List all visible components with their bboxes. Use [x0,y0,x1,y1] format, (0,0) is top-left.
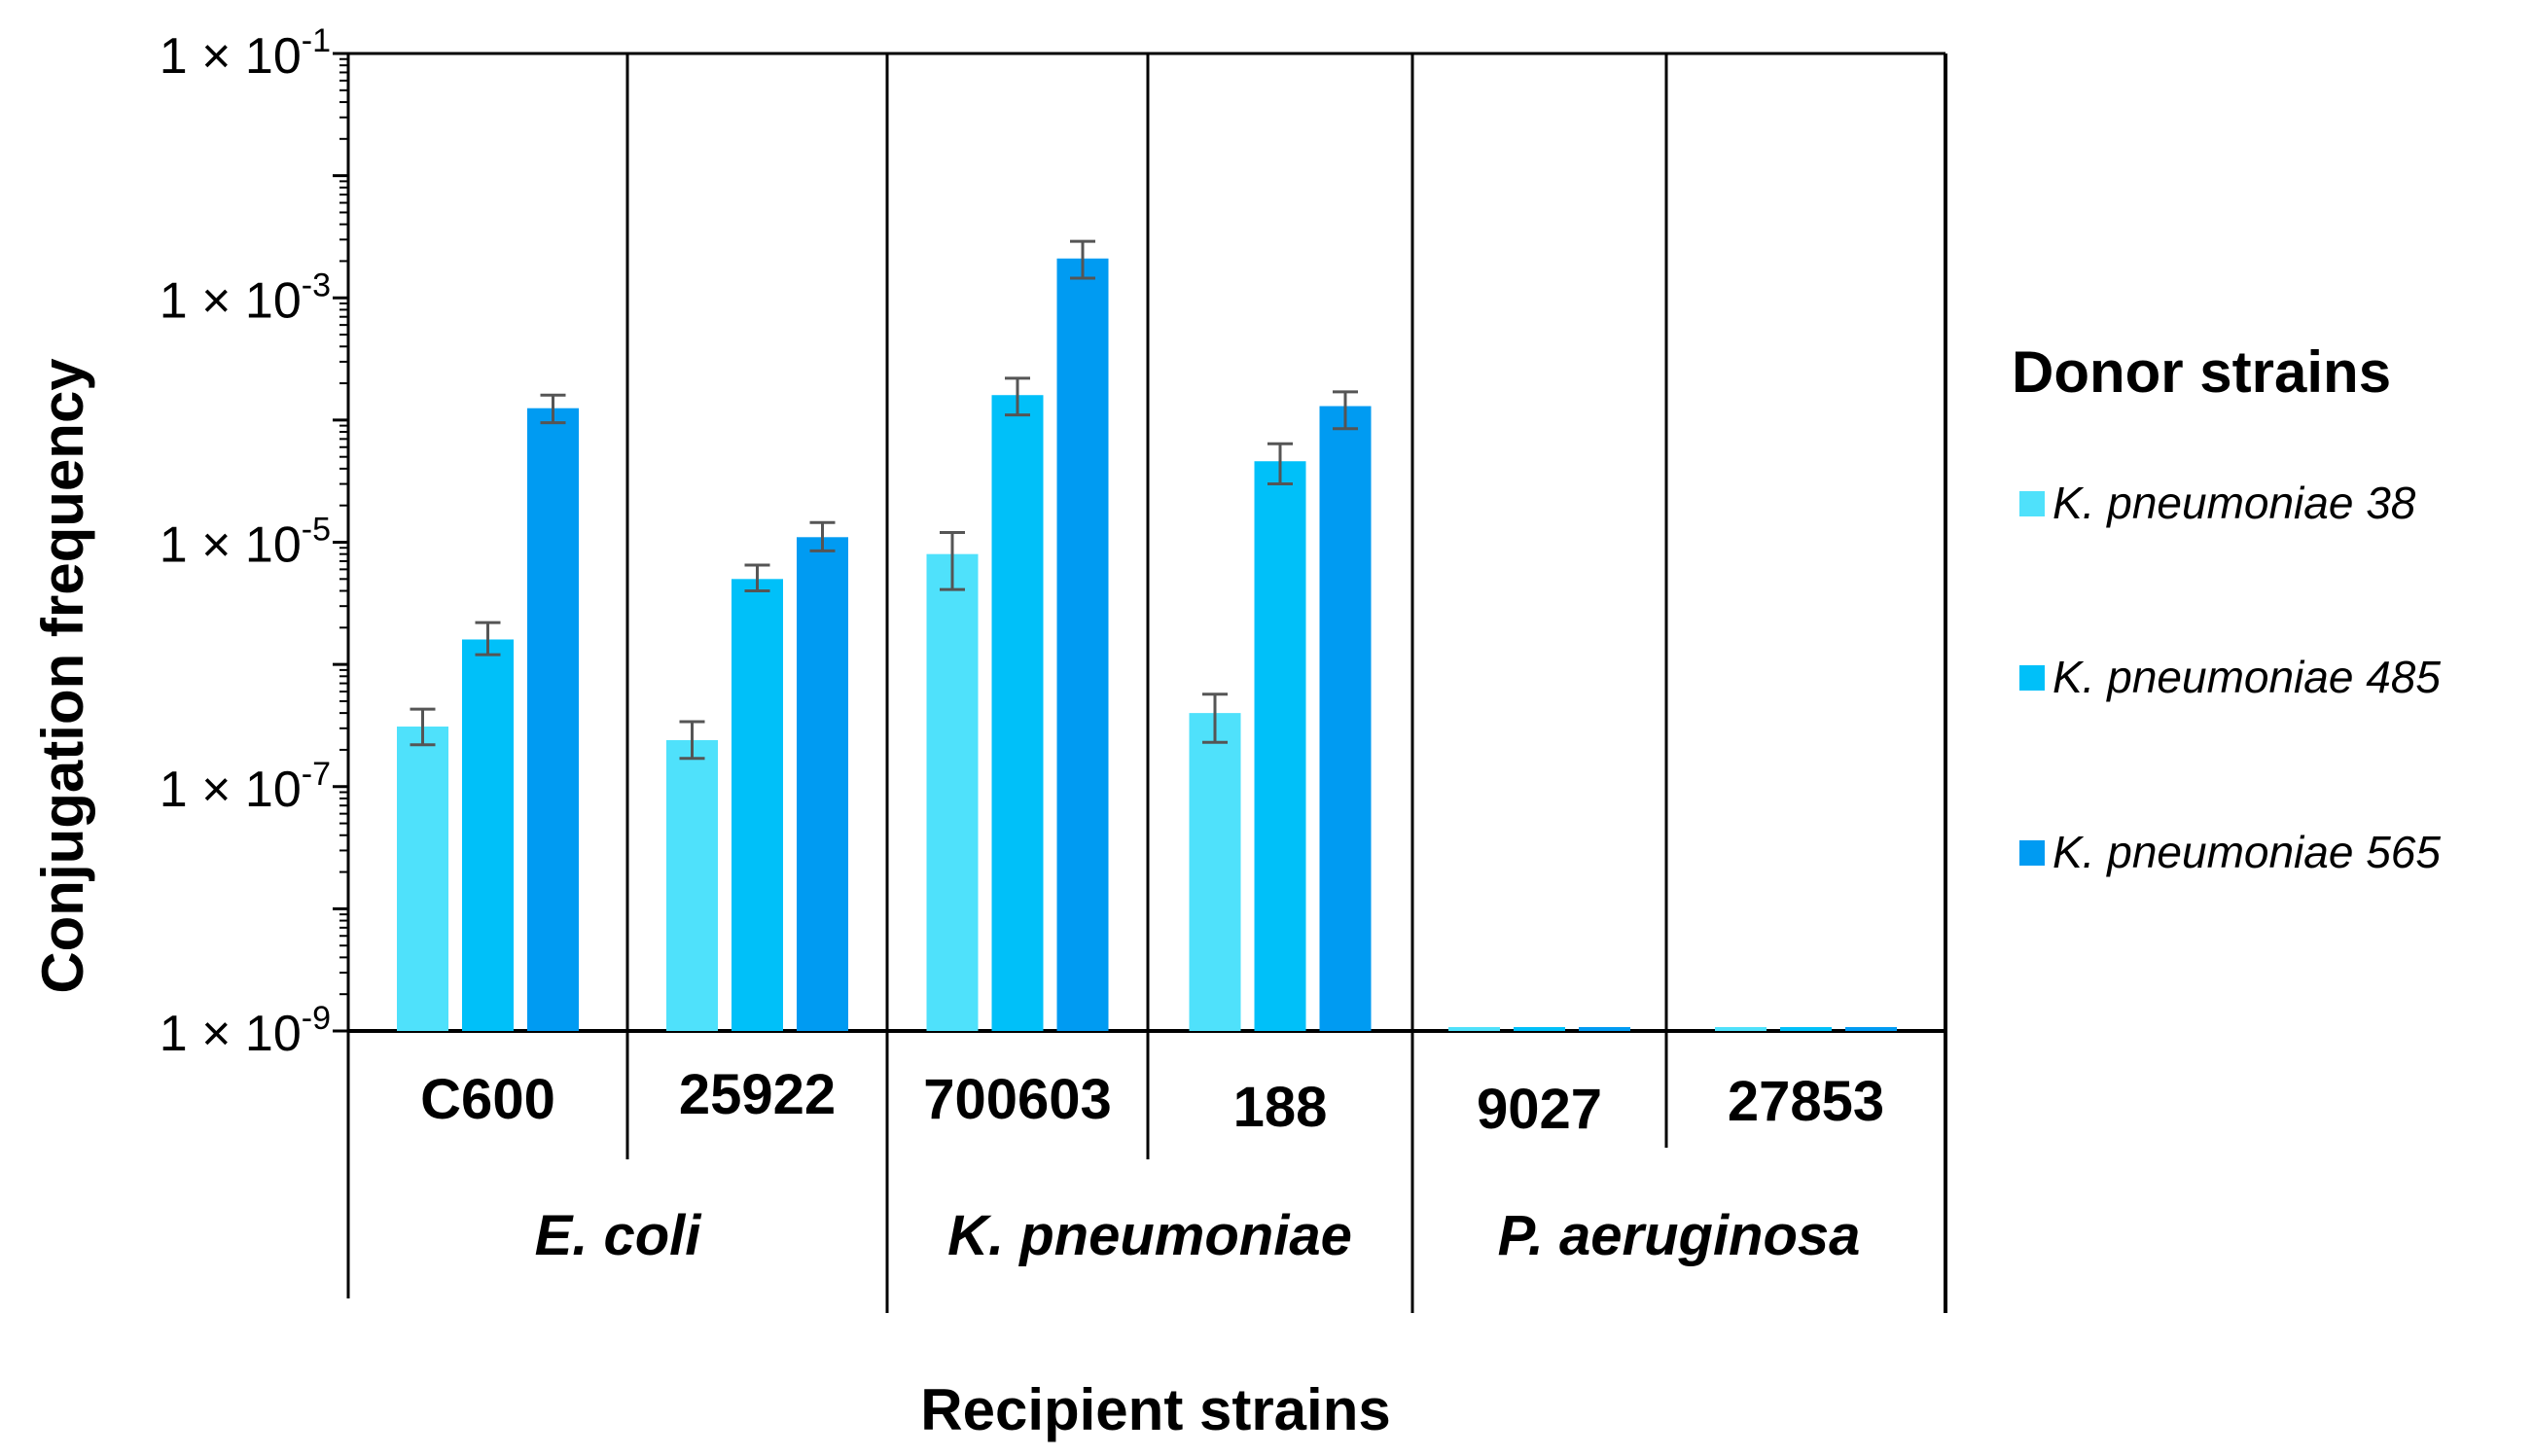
error-bar-188-series-3 [1333,390,1358,431]
y-tick-label: 1 × 10-3 [160,266,331,329]
bar-C600-series-3 [527,408,579,1031]
bar-700603-series-1 [926,553,979,1031]
legend-swatch [2019,840,2045,866]
y-tick-label: 1 × 10-9 [160,1000,331,1062]
x-tick-label-25922: 25922 [679,1063,836,1126]
group-label: E. coli [535,1204,703,1267]
error-bar-C600-series-2 [475,621,501,657]
x-tick-label-9027: 9027 [1477,1078,1602,1141]
x-axis-title: Recipient strains [920,1377,1391,1442]
bar-188-series-1 [1189,713,1241,1031]
error-bar-C600-series-1 [410,707,436,747]
y-tick-label: 1 × 10-7 [160,756,331,818]
x-tick-label-700603: 700603 [923,1068,1112,1131]
bar-25922-series-3 [797,537,848,1031]
bar-27853-series-1 [1715,1027,1767,1031]
x-tick-label-C600: C600 [420,1068,555,1131]
group-label: K. pneumoniae [947,1204,1352,1267]
bars [397,258,1897,1031]
legend-label: K. pneumoniae 565 [2052,827,2441,877]
bar-25922-series-1 [666,739,718,1031]
error-bar-700603-series-1 [940,531,965,591]
bar-9027-series-1 [1448,1027,1500,1031]
group-labels: E. coli K. pneumoniae P. aeruginosa [535,1204,1861,1267]
y-tick-label: 1 × 10-5 [160,512,331,574]
error-bar-25922-series-1 [679,720,705,761]
error-bar-700603-series-2 [1005,376,1030,417]
legend-item: K. pneumoniae 485 [2019,652,2441,702]
y-tick-label: 1 × 10-1 [160,22,331,85]
error-bars [410,239,1358,761]
bar-27853-series-2 [1780,1027,1832,1031]
x-axis-labels: C600 25922 700603 188 9027 27853 [420,1063,1884,1141]
error-bar-25922-series-3 [809,520,836,552]
group-label: P. aeruginosa [1498,1204,1861,1267]
bar-9027-series-3 [1579,1027,1630,1031]
chart-axes [346,52,1947,1313]
bar-700603-series-2 [991,395,1044,1031]
error-bar-188-series-1 [1202,692,1228,744]
bar-9027-series-2 [1514,1027,1565,1031]
bar-188-series-2 [1254,461,1306,1031]
error-bar-700603-series-3 [1070,239,1095,280]
bar-25922-series-2 [732,579,783,1031]
bar-188-series-3 [1319,406,1372,1031]
x-tick-label-27853: 27853 [1728,1070,1884,1133]
error-bar-188-series-2 [1267,442,1293,486]
error-bar-C600-series-3 [540,393,566,425]
y-axis-title: Conjugation frequency [30,358,95,994]
legend-title: Donor strains [2012,339,2391,405]
error-bar-25922-series-2 [744,563,770,592]
legend-swatch [2019,665,2045,691]
legend-label: K. pneumoniae 485 [2052,652,2441,702]
legend-item: K. pneumoniae 38 [2019,478,2416,528]
bar-700603-series-3 [1056,258,1109,1031]
bar-C600-series-1 [397,727,448,1031]
x-tick-label-188: 188 [1233,1076,1328,1139]
y-axis-ticks: 1 × 10-1 1 × 10-3 1 × 10-5 1 × 10-7 1 × 10-9 [160,22,348,1062]
legend-item: K. pneumoniae 565 [2019,827,2441,877]
bar-27853-series-3 [1845,1027,1897,1031]
bar-C600-series-2 [462,639,514,1031]
legend-swatch [2019,491,2045,516]
legend-label: K. pneumoniae 38 [2052,478,2416,528]
legend: Donor strains K. pneumoniae 38 K. pneumon… [2012,339,2441,877]
